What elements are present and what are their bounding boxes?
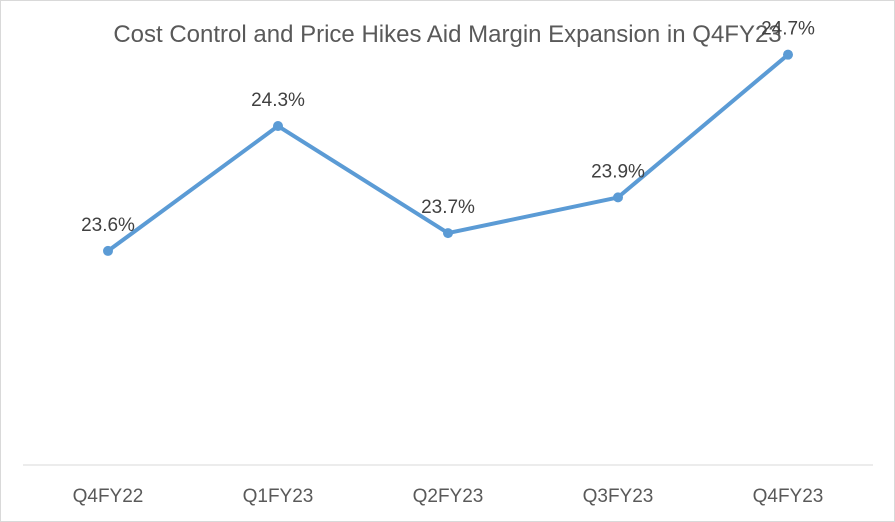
x-tick-label: Q4FY22 bbox=[73, 486, 144, 507]
series-line bbox=[106, 52, 790, 253]
data-point bbox=[613, 192, 623, 203]
data-label: 23.7% bbox=[421, 197, 475, 218]
x-tick-labels: Q4FY22 Q1FY23 Q2FY23 Q3FY23 Q4FY23 bbox=[73, 486, 824, 507]
data-point bbox=[443, 228, 453, 239]
data-labels: 23.6% 24.3% 23.7% 23.9% 24.7% bbox=[81, 19, 815, 236]
x-tick-label: Q3FY23 bbox=[583, 486, 654, 507]
data-label: 24.3% bbox=[251, 90, 305, 111]
data-label: 24.7% bbox=[761, 19, 815, 40]
data-points bbox=[103, 49, 793, 256]
data-point bbox=[273, 121, 283, 132]
data-point bbox=[103, 245, 113, 256]
x-tick-label: Q2FY23 bbox=[413, 486, 484, 507]
data-point bbox=[783, 49, 793, 60]
data-label: 23.9% bbox=[591, 161, 645, 182]
x-tick-label: Q1FY23 bbox=[243, 486, 314, 507]
x-tick-label: Q4FY23 bbox=[753, 486, 824, 507]
data-label: 23.6% bbox=[81, 215, 135, 236]
chart-title: Cost Control and Price Hikes Aid Margin … bbox=[113, 21, 782, 48]
